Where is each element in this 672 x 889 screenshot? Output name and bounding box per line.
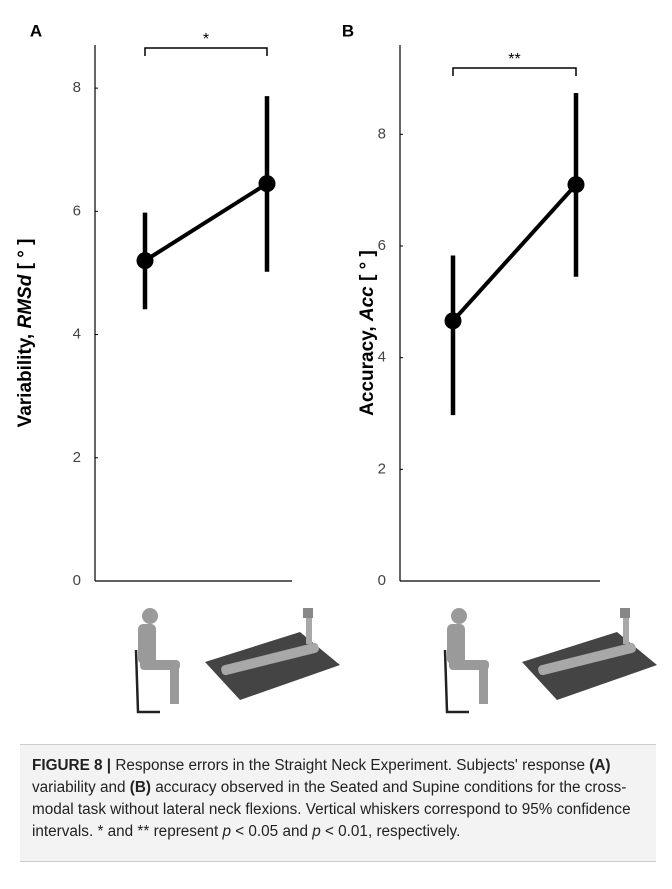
y-axis-label-part: Accuracy, [357,321,378,416]
caption-text: variability and [32,779,130,796]
caption-text: < 0.01, respectively. [320,823,461,840]
caption-text: accuracy observed in the Seated and Supi… [32,779,631,840]
significance-label: * [203,31,209,48]
y-axis-label: Variability, RMSd [ ° ] [15,239,36,428]
y-axis-label-part: Acc [357,286,378,322]
supine-illustration [205,608,657,700]
caption-text: < 0.05 and [230,823,313,840]
caption-text: Response errors in the Straight Neck Exp… [111,757,590,774]
significance-label: ** [508,51,520,68]
y-tick-label: 4 [73,326,81,343]
caption-text: p [222,823,231,840]
y-tick-label: 0 [378,572,386,589]
caption-text: (B) [129,779,152,796]
caption-text: (A) [589,757,611,774]
mean-point [444,312,462,330]
seated-illustration [134,608,489,714]
y-tick-label: 2 [73,449,81,466]
y-axis-label-part: [ ° ] [15,239,36,275]
mean-line [143,181,269,263]
y-axis-label-part: RMSd [15,274,36,328]
y-tick-label: 2 [378,460,386,477]
y-tick-label: 6 [73,202,81,219]
y-tick-label: 4 [378,349,386,366]
y-tick-label: 8 [378,125,386,142]
caption-label: FIGURE 8 | [32,757,112,774]
y-axis-label-part: [ ° ] [357,250,378,286]
panel-label: A [30,21,42,40]
y-tick-label: 0 [73,572,81,589]
caption-text: p [312,823,321,840]
figure: A 0 2 4 6 8 Variability, RMSd [ ° ] * B 0 2 4 6 8 Accu… [15,21,657,714]
y-tick-label: 6 [378,237,386,254]
mean-point [567,176,585,194]
significance-bracket [144,47,268,56]
caption: FIGURE 8 | Response errors in the Straig… [20,744,656,862]
mean-point [136,252,154,270]
y-axis-label: Accuracy, Acc [ ° ] [357,250,378,416]
y-axis-label-part: Variability, [15,329,36,428]
y-tick-label: 8 [73,79,81,96]
mean-line [451,183,578,323]
mean-point [258,175,276,193]
significance-bracket [452,67,577,76]
panel-label: B [342,21,354,40]
